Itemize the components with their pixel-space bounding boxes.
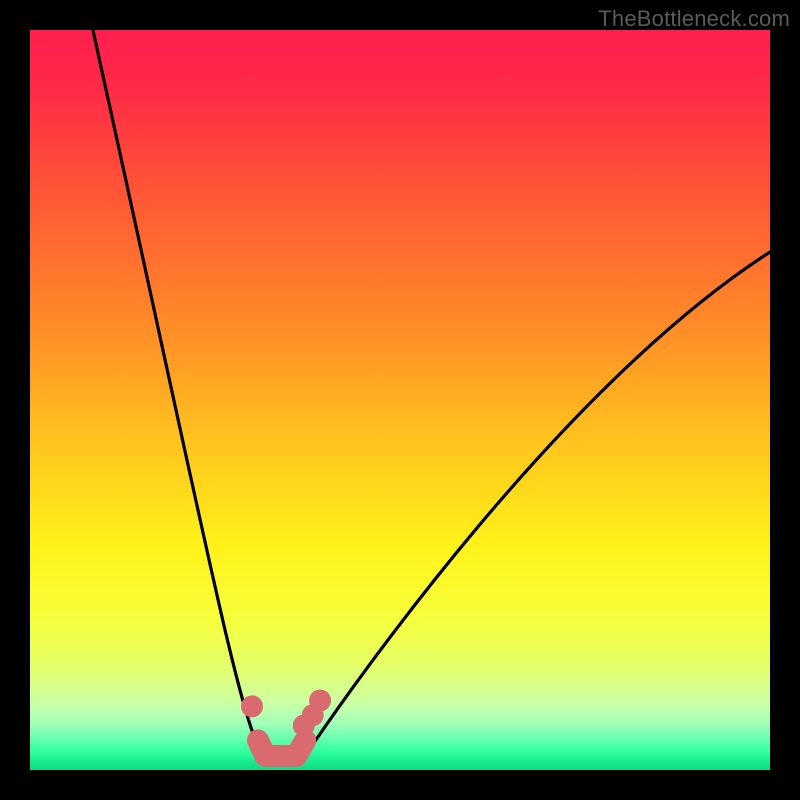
marker-dot (309, 689, 331, 711)
watermark-text: TheBottleneck.com (598, 6, 790, 32)
marker-dot (241, 695, 263, 717)
chart-svg (0, 0, 800, 800)
stage: TheBottleneck.com (0, 0, 800, 800)
chart-background (30, 30, 770, 770)
